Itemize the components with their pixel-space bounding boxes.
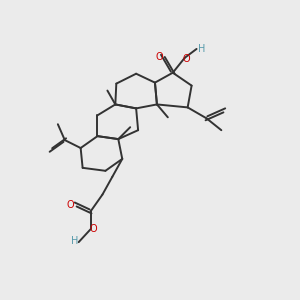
- Text: O: O: [67, 200, 75, 211]
- Text: O: O: [90, 224, 97, 234]
- Text: H: H: [71, 236, 78, 246]
- Text: O: O: [155, 52, 163, 62]
- Text: H: H: [198, 44, 205, 54]
- Text: O: O: [183, 54, 190, 64]
